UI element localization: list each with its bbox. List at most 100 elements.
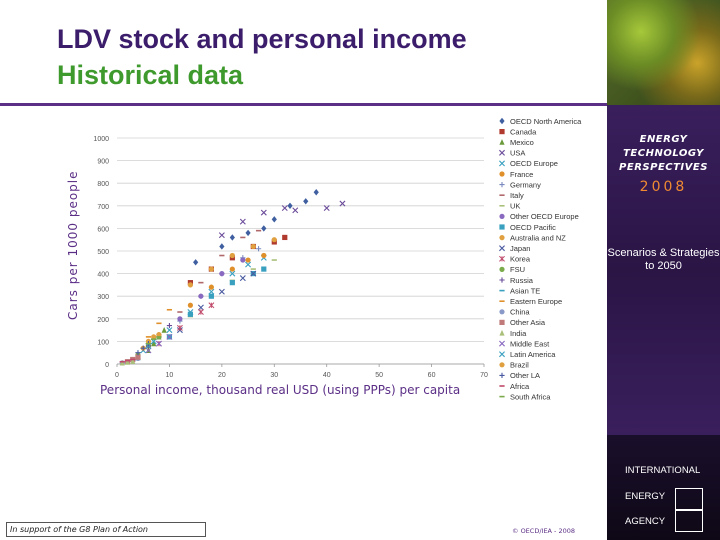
data-point bbox=[166, 322, 173, 329]
y-tick-label: 200 bbox=[97, 317, 109, 324]
data-point bbox=[208, 288, 215, 295]
data-point bbox=[193, 259, 199, 266]
data-point bbox=[245, 257, 251, 263]
data-point bbox=[219, 243, 225, 250]
data-point bbox=[499, 309, 505, 315]
data-point bbox=[135, 350, 141, 356]
slide-subtitle: Historical data bbox=[57, 60, 244, 90]
legend-label: Russia bbox=[510, 276, 534, 285]
iea-logo-icon bbox=[675, 488, 703, 510]
legend-label: Germany bbox=[510, 180, 541, 189]
legend-label: OECD Pacific bbox=[510, 223, 556, 232]
legend-label: Eastern Europe bbox=[510, 297, 562, 306]
data-point bbox=[499, 329, 505, 336]
data-point bbox=[218, 288, 225, 295]
legend-label: Africa bbox=[510, 382, 530, 391]
x-tick-label: 40 bbox=[323, 372, 331, 379]
data-point bbox=[208, 266, 214, 272]
y-tick-label: 300 bbox=[97, 294, 109, 301]
data-point bbox=[208, 284, 214, 290]
data-point bbox=[261, 252, 267, 259]
x-axis-label: Personal income, thousand real USD (usin… bbox=[100, 383, 461, 397]
x-tick-label: 10 bbox=[166, 372, 174, 379]
x-tick-label: 20 bbox=[218, 372, 226, 379]
data-point bbox=[166, 333, 173, 340]
y-tick-label: 900 bbox=[97, 159, 109, 166]
sidebar-panel bbox=[607, 105, 720, 435]
scenarios-text: Scenarios & Strategies to 2050 bbox=[607, 247, 720, 272]
data-point bbox=[499, 149, 505, 156]
data-point bbox=[151, 340, 157, 347]
data-point bbox=[499, 224, 505, 230]
data-point bbox=[187, 302, 193, 308]
legend-label: Asian TE bbox=[510, 286, 540, 295]
legend-label: Canada bbox=[510, 127, 537, 136]
decorative-banner bbox=[607, 0, 720, 105]
data-point bbox=[499, 117, 505, 125]
data-point bbox=[229, 252, 235, 259]
legend-label: South Africa bbox=[510, 392, 551, 401]
data-point bbox=[240, 257, 246, 263]
legend-label: Mexico bbox=[510, 138, 534, 147]
legend-label: Other Asia bbox=[510, 318, 546, 327]
data-point bbox=[229, 266, 235, 272]
legend-label: Japan bbox=[510, 244, 530, 253]
legend-label: China bbox=[510, 308, 530, 317]
data-point bbox=[499, 319, 505, 325]
data-point bbox=[282, 234, 288, 241]
y-tick-label: 800 bbox=[97, 181, 109, 188]
data-point bbox=[287, 202, 293, 209]
data-point bbox=[313, 189, 319, 196]
data-point bbox=[156, 332, 162, 338]
sidebar: ENERGY TECHNOLOGY PERSPECTIVES 2008 Scen… bbox=[607, 0, 720, 540]
y-tick-label: 500 bbox=[97, 249, 109, 256]
legend-label: Latin America bbox=[510, 350, 556, 359]
x-tick-label: 0 bbox=[115, 372, 119, 379]
data-point bbox=[499, 245, 505, 252]
iea-line-3: AGENCY bbox=[625, 516, 666, 527]
data-point bbox=[323, 205, 330, 212]
data-point bbox=[229, 270, 236, 277]
data-point bbox=[261, 225, 267, 232]
data-point bbox=[245, 229, 251, 237]
data-point bbox=[303, 198, 309, 205]
x-tick-label: 50 bbox=[375, 372, 383, 379]
legend-label: Brazil bbox=[510, 361, 529, 370]
legend-label: Italy bbox=[510, 191, 524, 200]
y-axis-label: Cars per 1000 people bbox=[66, 170, 80, 320]
data-point bbox=[119, 359, 125, 366]
data-point bbox=[250, 270, 257, 277]
data-point bbox=[208, 293, 214, 299]
data-point bbox=[499, 235, 505, 241]
data-point bbox=[499, 213, 505, 219]
data-point bbox=[161, 327, 167, 333]
legend-label: Middle East bbox=[510, 339, 550, 348]
data-point bbox=[499, 160, 505, 167]
data-point bbox=[239, 218, 246, 225]
iea-logo-icon bbox=[675, 510, 703, 532]
data-point bbox=[124, 359, 131, 365]
data-point bbox=[177, 316, 183, 322]
data-point bbox=[218, 232, 225, 239]
iea-line-2: ENERGY bbox=[625, 491, 666, 502]
legend-label: FSU bbox=[510, 265, 525, 274]
data-point bbox=[197, 309, 204, 315]
iea-line-1: INTERNATIONAL bbox=[625, 465, 701, 476]
data-point bbox=[208, 302, 215, 309]
legend-label: OECD Europe bbox=[510, 159, 558, 168]
data-point bbox=[187, 282, 193, 288]
legend-label: Other OECD Europe bbox=[510, 212, 579, 221]
data-point bbox=[219, 271, 225, 277]
data-point bbox=[281, 205, 288, 212]
slide-title: LDV stock and personal income bbox=[57, 24, 467, 54]
data-point bbox=[187, 311, 193, 317]
title-divider bbox=[0, 103, 607, 106]
data-point bbox=[499, 139, 505, 145]
y-tick-label: 700 bbox=[97, 204, 109, 211]
footer-copyright: © OECD/IEA - 2008 bbox=[512, 527, 576, 535]
data-point bbox=[229, 234, 235, 241]
y-tick-label: 400 bbox=[97, 272, 109, 279]
data-point bbox=[245, 261, 252, 268]
data-point bbox=[292, 207, 299, 214]
